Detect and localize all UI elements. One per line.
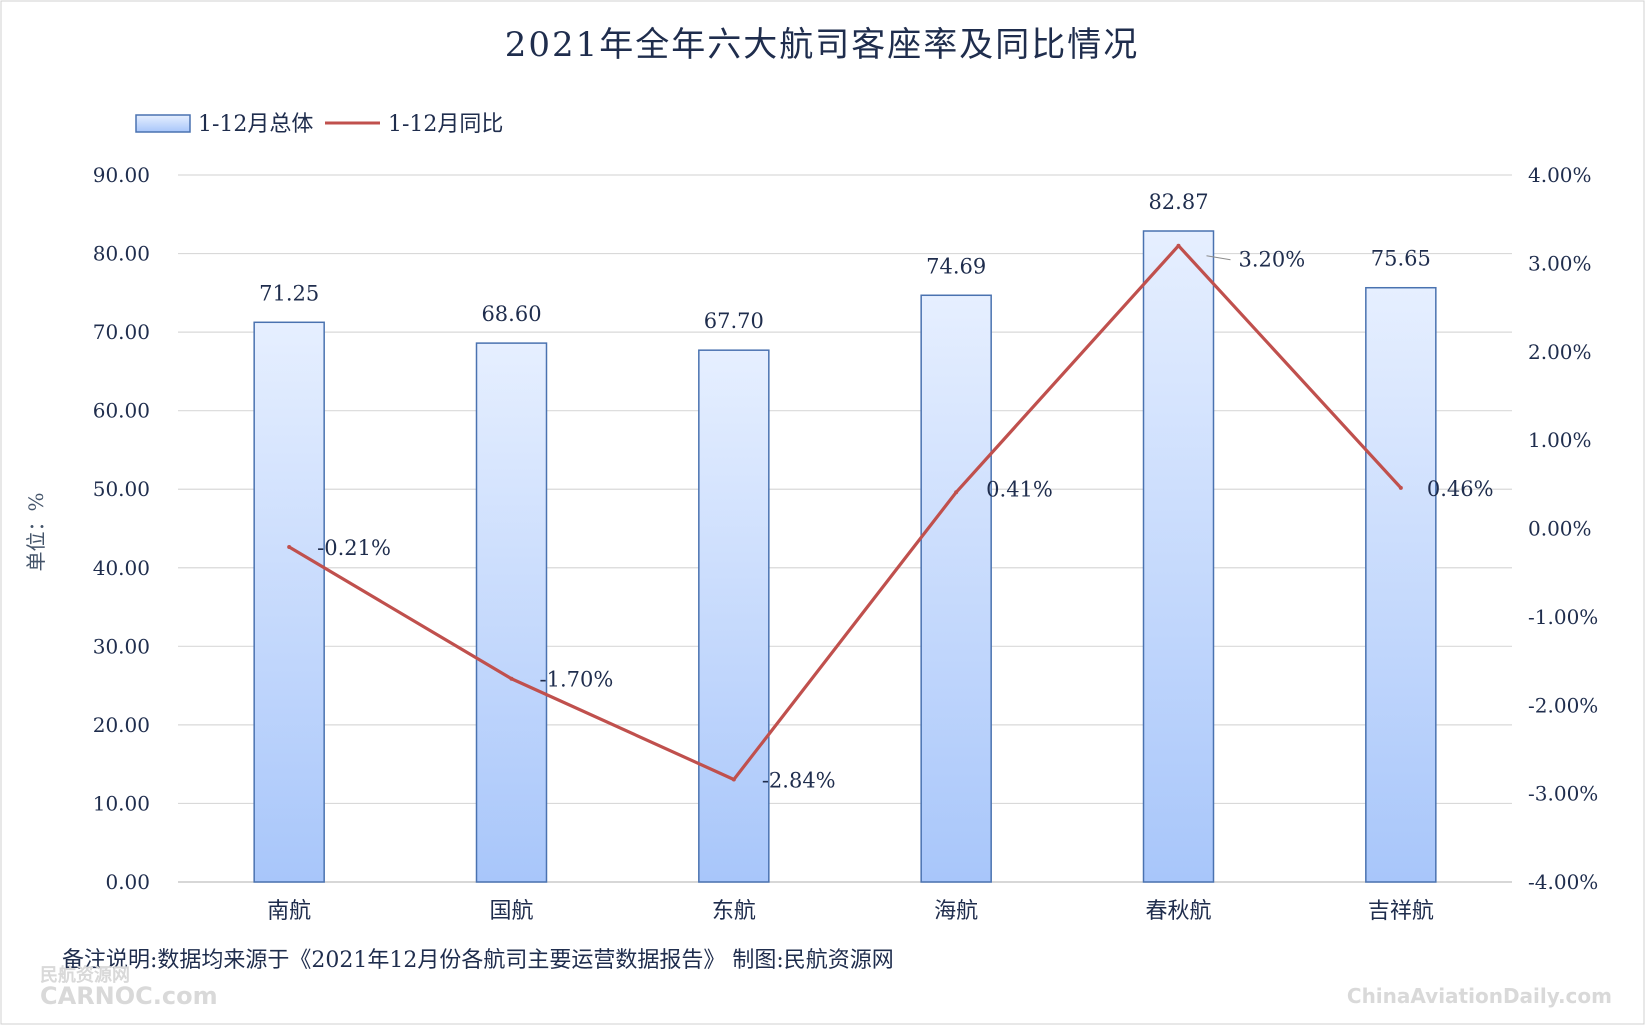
line-value-label: -1.70%	[540, 668, 614, 692]
bar-value-label: 68.60	[481, 302, 541, 326]
right-tick-label: 3.00%	[1528, 251, 1592, 275]
left-tick-label: 30.00	[93, 634, 150, 658]
left-axis-ticks: 0.00 10.00 20.00 30.00 40.00 50.00 60.00 70.00 8…	[93, 163, 150, 894]
right-tick-label: 4.00%	[1528, 163, 1592, 187]
bar-value-label: 75.65	[1371, 247, 1431, 271]
left-tick-label: 90.00	[93, 163, 150, 187]
chart-title: 2021年全年六大航司客座率及同比情况	[505, 25, 1140, 65]
bar-value-label: 71.25	[259, 281, 319, 305]
category-label: 南航	[267, 899, 311, 924]
line-value-label: -0.21%	[317, 536, 391, 560]
right-axis-ticks: -4.00% -3.00% -2.00% -1.00% 0.00% 1.00% 2.00% 3…	[1528, 163, 1598, 894]
bar	[1142, 230, 1215, 883]
bar	[1365, 286, 1437, 883]
legend-bar-swatch	[135, 114, 191, 133]
gridlines	[178, 174, 1512, 883]
right-tick-label: -1.00%	[1528, 605, 1598, 629]
watermark-carnoc: CARNOC.com	[40, 982, 218, 1010]
line-series	[287, 243, 1403, 782]
category-label: 东航	[712, 899, 756, 924]
right-tick-label: -4.00%	[1528, 870, 1598, 894]
line-value-label: 3.20%	[1239, 248, 1306, 272]
bar	[253, 321, 325, 883]
bar-value-label: 67.70	[704, 309, 764, 333]
line-value-label: 0.41%	[986, 477, 1053, 501]
left-tick-label: 50.00	[93, 477, 150, 501]
line-point	[1176, 243, 1181, 248]
line-value-label: -2.84%	[762, 768, 836, 792]
right-tick-label: -3.00%	[1528, 782, 1598, 806]
line-point	[731, 777, 736, 782]
bar	[475, 342, 548, 883]
line-data-labels: -0.21% -1.70% -2.84% 0.41% 3.20% 0.46%	[317, 248, 1493, 793]
left-tick-label: 70.00	[93, 320, 150, 344]
right-tick-label: 0.00%	[1528, 517, 1592, 541]
line-point	[954, 490, 959, 495]
left-tick-label: 20.00	[93, 713, 150, 737]
bar-value-label: 82.87	[1148, 190, 1208, 214]
watermark-cn: 民航资源网	[40, 964, 130, 986]
category-label: 春秋航	[1145, 899, 1211, 924]
bar-value-label: 74.69	[926, 254, 986, 278]
line-value-label: 0.46%	[1427, 477, 1494, 501]
category-labels: 南航 国航 东航 海航 春秋航 吉祥航	[267, 899, 1434, 924]
left-tick-label: 40.00	[93, 556, 150, 580]
bar-series	[253, 230, 1437, 883]
category-label: 海航	[934, 899, 978, 924]
line-point	[1398, 485, 1403, 490]
line-point	[509, 676, 514, 681]
category-label: 国航	[489, 899, 533, 924]
right-tick-label: -2.00%	[1528, 693, 1598, 717]
left-tick-label: 0.00	[105, 870, 150, 894]
line-point	[287, 545, 292, 550]
source-note: 备注说明:数据均来源于《2021年12月份各航司主要运营数据报告》 制图:民航资…	[62, 948, 894, 973]
category-label: 吉祥航	[1368, 899, 1434, 924]
legend-bar-label: 1-12月总体	[198, 112, 313, 137]
right-tick-label: 1.00%	[1528, 428, 1592, 452]
right-tick-label: 2.00%	[1528, 340, 1592, 364]
y-axis-label: 单位：%	[24, 492, 48, 571]
leader-line	[1206, 255, 1231, 261]
legend-line-label: 1-12月同比	[388, 112, 503, 137]
bar	[698, 349, 770, 883]
bar-data-labels: 71.25 68.60 67.70 74.69 82.87 75.65	[259, 190, 1431, 333]
legend: 1-12月总体 1-12月同比	[135, 112, 503, 137]
left-tick-label: 10.00	[93, 791, 150, 815]
watermark-chinaaviationdaily: ChinaAviationDaily.com	[1347, 984, 1612, 1008]
bar	[920, 294, 992, 883]
line-path	[288, 244, 1403, 782]
left-tick-label: 80.00	[93, 242, 150, 266]
left-tick-label: 60.00	[93, 399, 150, 423]
